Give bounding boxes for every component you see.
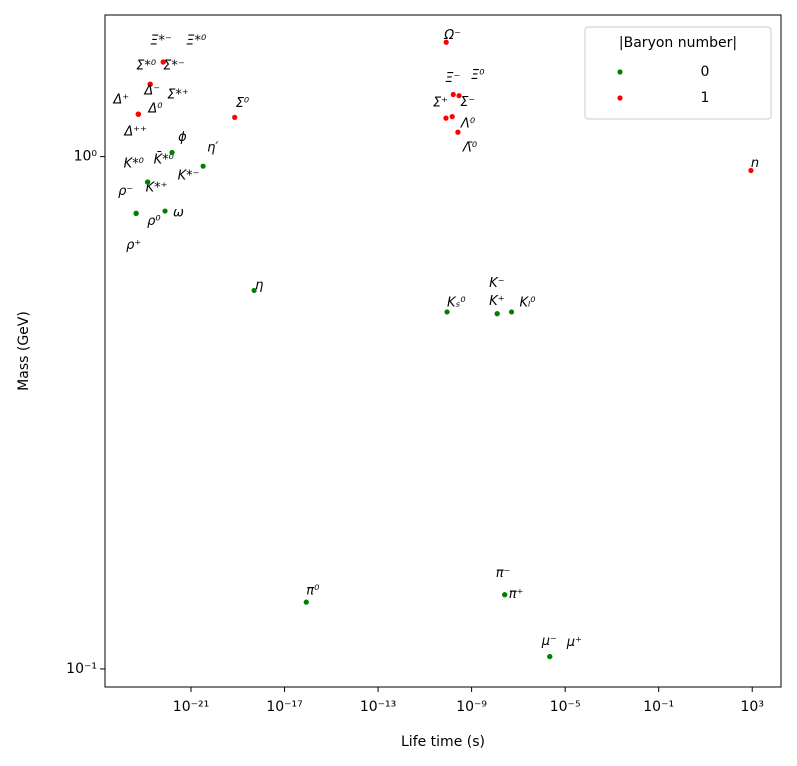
x-tick-label: 10⁻¹⁷ (266, 699, 302, 715)
legend-title: |Baryon number| (619, 35, 737, 51)
point-label: K*⁰ (124, 157, 145, 172)
point-label: Δ⁺⁺ (123, 125, 147, 140)
legend-label: 1 (701, 90, 710, 106)
point-label: Σ*⁺ (167, 88, 189, 103)
point-label: μ⁻ (541, 634, 557, 649)
point-label: π⁻ (496, 566, 511, 581)
point (147, 81, 153, 87)
point (748, 167, 754, 174)
x-tick-label: 10⁻⁹ (456, 699, 487, 715)
point (303, 599, 309, 605)
point-label: π⁰ (306, 584, 320, 599)
point-label: Σ*⁻ (163, 59, 185, 74)
legend-marker (617, 69, 623, 75)
plot-frame (104, 14, 782, 688)
y-tick-label: 10⁻¹ (66, 661, 97, 677)
point (450, 91, 456, 98)
point-label: Λ⁰ (460, 117, 476, 132)
point-label: K*⁺ (146, 181, 168, 196)
point-label: Δ⁻ (143, 84, 160, 99)
point (160, 59, 166, 65)
point (547, 653, 553, 660)
point-label: K⁻ (489, 276, 504, 291)
point (133, 210, 139, 216)
point-label: ρ⁻ (118, 184, 133, 199)
point-label: η′ (207, 141, 218, 156)
x-axis-label: Life time (s) (401, 734, 485, 750)
point-label: Δ⁰ (147, 102, 163, 117)
point (135, 111, 141, 117)
point-label: Σ⁺ (433, 96, 448, 111)
point-label: Δ⁺ (112, 93, 129, 108)
point-label: Kₛ⁰ (447, 295, 466, 310)
point (449, 114, 455, 120)
point-label: μ⁺ (566, 635, 582, 650)
point-label: K⁺ (489, 294, 504, 309)
point (443, 39, 449, 45)
y-axis-label: Mass (GeV) (16, 311, 32, 391)
point-label: K*⁻ (178, 169, 200, 184)
point-label: ρ⁺ (126, 238, 141, 253)
legend-marker (617, 95, 623, 101)
point-label: Ξ*⁻ (150, 34, 172, 49)
point (508, 309, 515, 315)
point-label: ϕ (178, 130, 187, 145)
point-label: Ξ*⁰ (186, 34, 207, 49)
legend-label: 0 (701, 64, 710, 80)
point (200, 163, 206, 169)
point-label: Ξ⁰ (471, 68, 485, 83)
point (232, 114, 238, 120)
point-label: Σ⁰ (236, 96, 250, 111)
point-label: Kₗ⁰ (520, 295, 537, 310)
point (494, 311, 500, 317)
point-label: ω (173, 206, 184, 221)
point-label: Σ*⁰ (136, 59, 157, 74)
point (456, 93, 462, 99)
x-tick-label: 10⁻²¹ (173, 699, 209, 715)
point (169, 149, 175, 156)
point (502, 592, 508, 598)
point-label: η (255, 278, 263, 293)
point-label: Ω⁻ (443, 28, 461, 43)
point-label: K̄*⁰ (154, 152, 175, 167)
point-label: n (751, 156, 759, 171)
point (444, 309, 450, 315)
point-label: ρ⁰ (147, 214, 161, 229)
legend-box (584, 26, 772, 120)
x-tick-label: 10⁻⁵ (550, 699, 581, 715)
x-tick-label: 10⁻¹³ (360, 699, 396, 715)
point-label: Σ⁻ (460, 95, 475, 110)
point-label: π⁺ (509, 587, 524, 602)
point (455, 129, 461, 135)
x-tick-label: 10³ (741, 699, 764, 715)
point (145, 179, 151, 185)
point-label: Λ̄⁰ (462, 141, 478, 156)
point-label: Ξ⁻ (445, 71, 460, 86)
point (251, 287, 257, 294)
y-tick-label: 10⁰ (74, 149, 98, 165)
x-tick-label: 10⁻¹ (643, 699, 674, 715)
point (443, 115, 449, 121)
point (162, 208, 168, 214)
